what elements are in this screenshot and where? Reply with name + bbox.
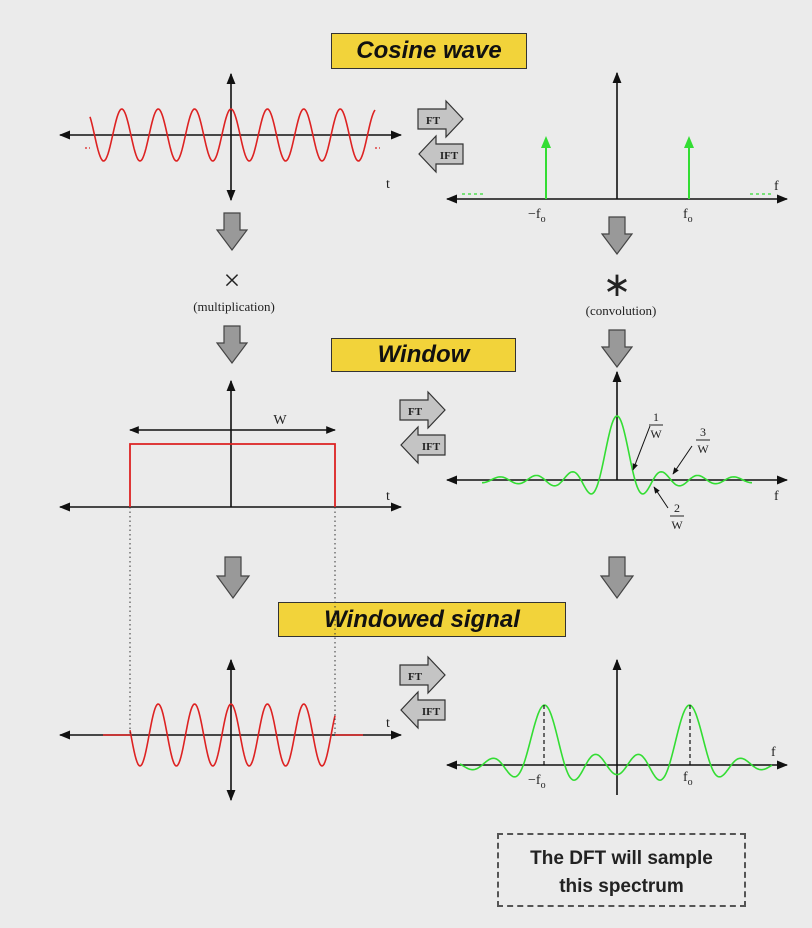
shifted-sinc-spectrum — [459, 704, 773, 782]
fraction-2-over-w: 2 W — [670, 501, 684, 532]
delta-pos-f0-head — [684, 136, 694, 148]
cos-t-label: t — [386, 177, 390, 192]
ift-arrow-2: IFT — [400, 425, 446, 465]
window-width-label: W — [273, 413, 287, 428]
down-arrow-right-2 — [600, 329, 634, 368]
down-arrow-left-2 — [215, 325, 249, 364]
ft-arrow-2: FT — [399, 390, 446, 430]
wsig-neg-f0-label: −fo — [528, 773, 546, 791]
ft-arrow-1: FT — [417, 99, 464, 139]
windowed-cosine-signal — [129, 703, 336, 767]
multiplication-symbol: × — [224, 264, 241, 297]
svg-text:2: 2 — [674, 501, 680, 515]
dft-note-box: The DFT will sample this spectrum — [497, 833, 746, 907]
fraction-1-over-w: 1 W — [649, 410, 663, 441]
pointer-2-over-w — [653, 486, 669, 509]
rect-window-signal — [129, 443, 336, 507]
svg-text:IFT: IFT — [440, 150, 459, 162]
svg-text:FT: FT — [408, 671, 423, 683]
ift-arrow-3: IFT — [400, 690, 446, 730]
windowed-signal-title: Windowed signal — [278, 602, 566, 637]
ift-arrow-1: IFT — [418, 134, 464, 174]
cosine-wave-title: Cosine wave — [331, 33, 527, 69]
down-arrow-right-3 — [599, 556, 635, 600]
down-arrow-left-1 — [215, 212, 249, 251]
svg-text:1: 1 — [653, 410, 659, 424]
down-arrow-right-1 — [600, 216, 634, 255]
pointer-1-over-w — [632, 425, 651, 471]
pointer-3-over-w — [672, 445, 693, 475]
win-f-label: f — [774, 489, 779, 504]
svg-text:3: 3 — [700, 425, 706, 439]
delta-impulses — [541, 136, 694, 199]
cos-f-label: f — [774, 179, 779, 194]
sinc-spectrum — [482, 415, 752, 495]
multiplication-label: (multiplication) — [193, 299, 275, 314]
convolution-label: (convolution) — [586, 303, 657, 318]
down-arrow-left-3 — [215, 556, 251, 600]
window-title: Window — [331, 338, 516, 372]
wsig-t-label: t — [386, 716, 390, 731]
svg-text:FT: FT — [408, 406, 423, 418]
dft-note-line-2: this spectrum — [559, 876, 684, 897]
svg-text:W: W — [697, 442, 709, 456]
win-t-label: t — [386, 489, 390, 504]
cos-pos-f0-label: fo — [683, 207, 693, 225]
down-arrows — [215, 212, 635, 600]
fraction-3-over-w: 3 W — [696, 425, 710, 456]
ft-ift-arrows: FT IFT FT IFT FT IFT — [399, 99, 464, 730]
svg-text:FT: FT — [426, 115, 441, 127]
svg-text:W: W — [650, 427, 662, 441]
ft-arrow-3: FT — [399, 655, 446, 695]
svg-text:IFT: IFT — [422, 706, 441, 718]
svg-text:IFT: IFT — [422, 441, 441, 453]
delta-neg-f0-head — [541, 136, 551, 148]
wsig-pos-f0-label: fo — [683, 770, 693, 788]
cosine-wave-signal — [89, 108, 376, 162]
convolution-symbol: ∗ — [603, 267, 632, 304]
dft-note-line-1: The DFT will sample — [530, 848, 713, 869]
wsig-f-label: f — [771, 745, 776, 760]
cos-neg-f0-label: −fo — [528, 207, 546, 225]
svg-text:W: W — [671, 518, 683, 532]
